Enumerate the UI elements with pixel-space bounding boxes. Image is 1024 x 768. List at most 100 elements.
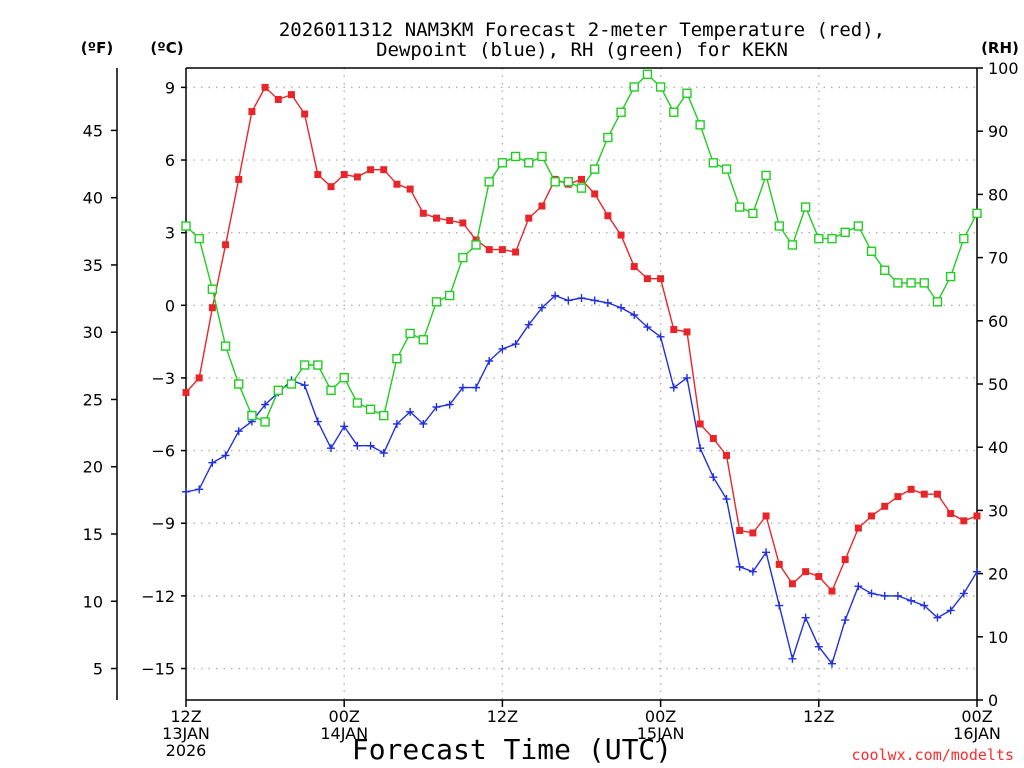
- 2-meter-temperature-point: [446, 217, 454, 225]
- 2-meter-temperature-point: [327, 183, 335, 191]
- rh-point: [392, 354, 402, 364]
- fahrenheit-tick-label: 10: [83, 592, 103, 611]
- dewpoint-point: [221, 451, 230, 460]
- rh-point: [379, 410, 389, 421]
- rh-point: [181, 221, 191, 231]
- rh-tick-label: 90: [988, 122, 1008, 141]
- 2-meter-temperature-point: [287, 91, 295, 99]
- fahrenheit-tick-label: 45: [83, 121, 103, 140]
- rh-tick-label: 80: [988, 185, 1008, 204]
- 2-meter-temperature-point: [485, 246, 493, 254]
- dewpoint-point: [617, 303, 626, 312]
- celsius-tick-label: 9: [165, 78, 175, 97]
- dewpoint-point: [630, 310, 639, 319]
- rh-point: [444, 290, 455, 301]
- 2-meter-temperature-point: [591, 190, 599, 198]
- dewpoint-point: [801, 613, 810, 622]
- 2-meter-temperature-point: [894, 493, 902, 501]
- dewpoint-point: [933, 613, 942, 622]
- dewpoint-point: [432, 403, 441, 412]
- x-tick-label: 12Z: [803, 707, 834, 726]
- rh-tick-label: 0: [988, 691, 998, 710]
- rh-point: [326, 385, 336, 396]
- x-tick-label: 12Z: [487, 707, 518, 726]
- fahrenheit-tick-label: 20: [83, 458, 103, 477]
- rh-point: [972, 208, 982, 219]
- rh-point: [524, 158, 534, 168]
- 2-meter-temperature-point: [775, 560, 783, 568]
- chart-title-line1: 2026011312 NAM3KM Forecast 2-meter Tempe…: [279, 19, 885, 41]
- rh-point: [286, 379, 297, 389]
- 2-meter-temperature-line: [185, 86, 978, 593]
- dewpoint-point: [946, 606, 955, 615]
- celsius-tick-label: 3: [165, 224, 175, 243]
- dewpoint-point: [406, 407, 415, 416]
- dewpoint-point: [709, 473, 718, 482]
- dewpoint-point: [722, 495, 731, 504]
- dewpoint-point: [524, 320, 533, 329]
- rh-point: [853, 221, 864, 231]
- 2-meter-temperature-point: [696, 420, 704, 428]
- dewpoint-point: [353, 441, 362, 450]
- rh-point: [234, 379, 244, 389]
- rh-point: [418, 335, 428, 345]
- 2-meter-temperature-point: [933, 490, 941, 498]
- rh-point: [510, 151, 521, 162]
- celsius-tick-label: −6: [151, 442, 175, 461]
- x-tick-label: 16JAN: [953, 724, 1001, 743]
- 2-meter-temperature-point: [512, 248, 520, 256]
- 2-meter-temperature-point: [578, 175, 585, 183]
- x-tick-label: 00Z: [645, 707, 676, 726]
- rh-point: [708, 158, 719, 168]
- 2-meter-temperature-point: [367, 166, 375, 174]
- 2-meter-temperature-point: [208, 304, 216, 312]
- rh-point: [576, 183, 587, 193]
- rh-point: [471, 240, 481, 250]
- dewpoint-point: [419, 419, 428, 428]
- x-axis-title: Forecast Time (UTC): [352, 733, 672, 766]
- 2-meter-temperature-point: [643, 275, 651, 283]
- dewpoint-point: [643, 323, 652, 332]
- rh-tick-label: 60: [988, 312, 1008, 331]
- dewpoint-point: [511, 340, 520, 349]
- dewpoint-point: [182, 487, 190, 496]
- 2-meter-temperature-point: [960, 517, 968, 525]
- dewpoint-point: [340, 422, 349, 431]
- 2-meter-temperature-point: [419, 209, 427, 217]
- 2-meter-temperature-point: [841, 556, 849, 564]
- 2-meter-temperature-point: [498, 246, 506, 254]
- dewpoint-point: [445, 400, 454, 409]
- rh-point: [194, 233, 204, 244]
- 2-meter-temperature-point: [723, 451, 731, 459]
- dewpoint-point: [814, 642, 823, 651]
- chart-title-line2: Dewpoint (blue), RH (green) for KEKN: [376, 39, 788, 61]
- rh-point: [787, 240, 798, 250]
- rh-point: [735, 202, 745, 212]
- dewpoint-point: [775, 601, 784, 610]
- celsius-tick-label: −3: [151, 369, 175, 388]
- x-tick-label: 12Z: [170, 707, 201, 726]
- rh-point: [774, 221, 784, 231]
- celsius-tick-label: 0: [165, 296, 175, 315]
- 2-meter-temperature-point: [261, 83, 269, 91]
- dewpoint-point: [300, 381, 309, 390]
- dewpoint-point: [735, 562, 744, 571]
- dewpoint-point: [841, 616, 850, 625]
- 2-meter-temperature-point: [920, 490, 928, 498]
- rh-tick-label: 10: [988, 628, 1008, 647]
- 2-meter-temperature-point: [630, 263, 638, 271]
- rh-point: [880, 265, 890, 275]
- dewpoint-point: [458, 383, 467, 392]
- rh-point: [945, 271, 956, 282]
- rh-point: [339, 372, 349, 383]
- fahrenheit-tick-label: 35: [83, 256, 103, 275]
- celsius-tick-label: −12: [141, 587, 175, 606]
- rh-point: [550, 177, 560, 187]
- 2-meter-temperature-point: [248, 108, 256, 116]
- rh-point: [352, 398, 363, 408]
- fahrenheit-tick-label: 15: [83, 525, 103, 544]
- 2-meter-temperature-point: [762, 512, 770, 520]
- 2-meter-temperature-series: [182, 83, 981, 595]
- rh-point: [563, 177, 574, 187]
